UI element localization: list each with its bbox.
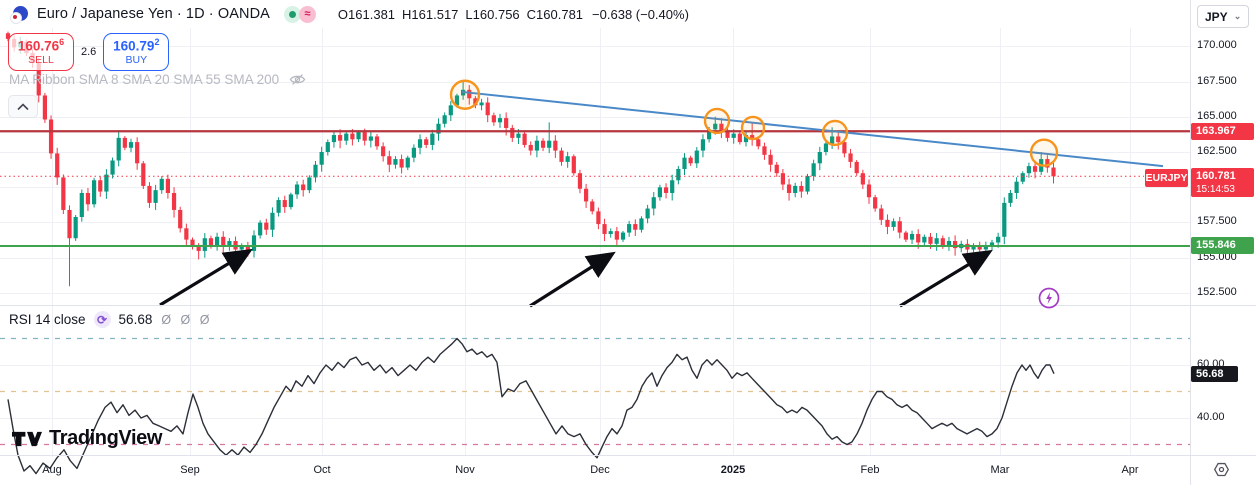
price-tick-label: 155.000 — [1197, 251, 1237, 263]
spread-value: 2.6 — [81, 46, 97, 58]
rsi-legend: RSI 14 close ⟳ 56.68 Ø Ø Ø — [9, 311, 212, 328]
sell-price: 160.76 — [17, 38, 60, 54]
highlight-circle[interactable] — [821, 119, 849, 147]
symbol-status: ≈ — [283, 5, 316, 23]
settings-icon[interactable] — [1213, 461, 1230, 478]
time-tick-label: Feb — [860, 464, 880, 476]
last-price-badge: 160.781 15:14:53 — [1191, 168, 1254, 197]
buy-label: BUY — [125, 53, 148, 66]
descending-trendline[interactable] — [461, 90, 1164, 168]
sell-price-sup: 6 — [59, 36, 65, 47]
price-tick-label: 165.000 — [1197, 110, 1237, 122]
ma-ribbon-label: MA Ribbon SMA 8 SMA 20 SMA 55 SMA 200 — [9, 72, 280, 87]
currency-dropdown[interactable]: JPY ⌄ — [1197, 5, 1250, 28]
rsi-value-badge: 56.68 — [1191, 366, 1238, 382]
time-tick-label: Nov — [455, 464, 475, 476]
change-value: −0.638 (−0.40%) — [592, 6, 689, 22]
support-price-badge: 155.846 — [1191, 237, 1254, 254]
sell-button[interactable]: 160.766 SELL — [8, 33, 74, 71]
buy-button[interactable]: 160.792 BUY — [103, 33, 170, 71]
price-tick-label: 162.500 — [1197, 145, 1237, 157]
collapse-pane-button[interactable] — [8, 95, 38, 118]
open-label: O — [337, 6, 349, 22]
sell-label: SELL — [28, 53, 54, 66]
highlight-circle[interactable] — [740, 115, 766, 141]
buy-price-sup: 2 — [154, 36, 160, 47]
annotation-arrow[interactable] — [529, 251, 616, 308]
rsi-empty-values: Ø Ø Ø — [161, 312, 213, 327]
flash-button[interactable] — [1037, 286, 1061, 310]
chevron-down-icon: ⌄ — [1233, 11, 1242, 21]
high-value: 161.517 — [411, 6, 459, 22]
annotation-arrow[interactable] — [899, 249, 993, 308]
symbol-price-tag: EURJPY — [1145, 169, 1188, 187]
currency-label: JPY — [1205, 9, 1228, 24]
rsi-value: 56.68 — [118, 312, 153, 327]
price-tick-label: 152.500 — [1197, 286, 1237, 298]
tradingview-wordmark: TradingView — [49, 427, 163, 449]
time-tick-label: Oct — [313, 464, 331, 476]
market-open-icon[interactable] — [283, 5, 301, 23]
price-tick-label: 167.500 — [1197, 75, 1237, 87]
time-tick-label: Sep — [180, 464, 200, 476]
symbol-title[interactable]: Euro / Japanese Yen · 1D · OANDA — [37, 6, 270, 22]
gridlines — [0, 28, 1190, 455]
close-value: 160.781 — [536, 6, 584, 22]
eye-off-icon[interactable] — [289, 72, 306, 87]
time-tick-label: Apr — [1121, 464, 1139, 476]
rsi-refresh-icon: ⟳ — [93, 311, 111, 328]
price-tick-label: 157.500 — [1197, 215, 1237, 227]
rsi-tick-label: 40.00 — [1197, 411, 1225, 423]
last-price-value: 160.781 — [1196, 170, 1236, 182]
highlight-circle[interactable] — [449, 79, 481, 110]
tradingview-mark-icon — [12, 431, 42, 446]
rsi-title[interactable]: RSI 14 close — [9, 312, 86, 327]
high-label: H — [402, 6, 412, 22]
resistance-price-badge: 163.967 — [1191, 123, 1254, 140]
low-value: 160.756 — [472, 6, 520, 22]
ma-ribbon-legend: MA Ribbon SMA 8 SMA 20 SMA 55 SMA 200 — [9, 72, 306, 87]
ohlc-readout: O161.381 H161.517 L160.756 C160.781 −0.6… — [338, 7, 689, 22]
bar-countdown: 15:14:53 — [1196, 183, 1235, 195]
chart-header: Euro / Japanese Yen · 1D · OANDA ≈ O161.… — [0, 0, 689, 28]
highlight-circle[interactable] — [703, 107, 731, 135]
chevron-up-icon — [17, 102, 29, 110]
lightning-icon — [1038, 287, 1060, 309]
rsi-line — [7, 337, 1055, 475]
highlight-circle[interactable] — [1029, 138, 1059, 167]
low-label: L — [465, 6, 473, 22]
time-tick-label: Aug — [42, 464, 62, 476]
open-value: 161.381 — [348, 6, 396, 22]
tradingview-logo[interactable]: TradingView — [12, 427, 162, 450]
symbol-flag-icon[interactable] — [10, 4, 29, 24]
time-tick-label: Dec — [590, 464, 610, 476]
annotation-arrow[interactable] — [159, 248, 253, 307]
price-tick-label: 170.000 — [1197, 39, 1237, 51]
close-label: C — [526, 6, 537, 22]
buy-price: 160.79 — [113, 38, 155, 54]
time-tick-label: 2025 — [720, 464, 746, 476]
alert-icon[interactable]: ≈ — [298, 5, 316, 23]
trade-widget: 160.766 SELL 2.6 160.792 BUY — [8, 33, 170, 71]
hexagon-nut-icon — [1213, 462, 1230, 477]
time-tick-label: Mar — [990, 464, 1010, 476]
